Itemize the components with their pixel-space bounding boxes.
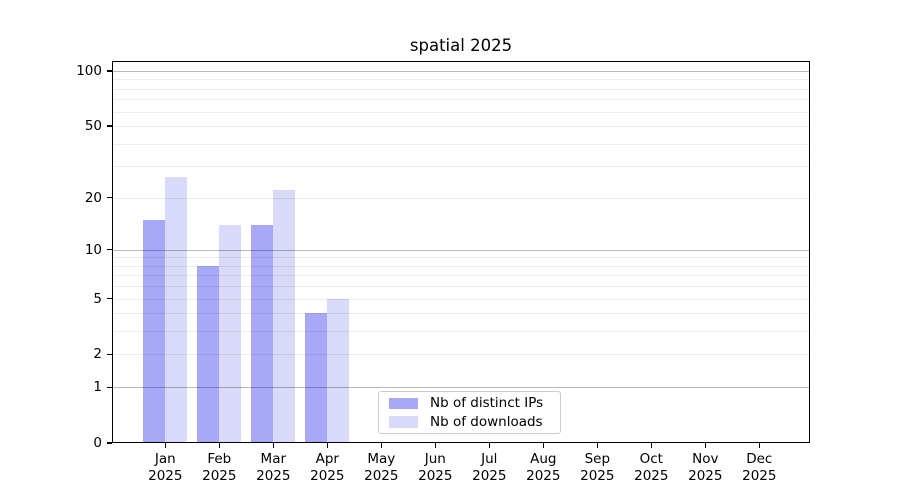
- minor-gridline-7: [112, 275, 810, 277]
- minor-gridline-50: [112, 126, 810, 128]
- y-axis-spine: [112, 61, 114, 443]
- x-tick-mark-nov: [704, 443, 706, 448]
- minor-gridline-30: [112, 166, 810, 168]
- bar-ips-feb: [197, 265, 220, 443]
- y-tick-mark-1: [107, 386, 112, 388]
- bar-ips-jan: [143, 219, 166, 443]
- plot-area: [112, 61, 810, 443]
- y-tick-label-1: 1: [93, 379, 102, 396]
- x-axis-spine: [112, 441, 810, 443]
- x-tick-label-jan: Jan 2025: [148, 451, 183, 485]
- y-tick-mark-50: [107, 125, 112, 127]
- x-tick-label-may: May 2025: [364, 451, 399, 485]
- x-tick-mark-mar: [272, 443, 274, 448]
- minor-gridline-70: [112, 99, 810, 101]
- x-tick-mark-sep: [596, 443, 598, 448]
- axes-spines: [112, 61, 810, 443]
- x-tick-mark-feb: [218, 443, 220, 448]
- x-tick-label-jun: Jun 2025: [418, 451, 453, 485]
- x-tick-label-nov: Nov 2025: [688, 451, 723, 485]
- right-spine: [808, 61, 810, 443]
- y-tick-label-2: 2: [93, 346, 102, 363]
- major-gridline-1: [112, 387, 810, 389]
- minor-gridline-2: [112, 354, 810, 356]
- grid-layer: [112, 61, 810, 443]
- y-tick-mark-100: [107, 70, 112, 72]
- y-tick-label-0: 0: [93, 435, 102, 451]
- y-tick-mark-10: [107, 249, 112, 251]
- x-tick-mark-jan: [164, 443, 166, 448]
- x-tick-mark-jul: [488, 443, 490, 448]
- minor-gridline-90: [112, 79, 810, 81]
- x-tick-mark-may: [380, 443, 382, 448]
- x-tick-label-dec: Dec 2025: [742, 451, 777, 485]
- chart-title: spatial 2025: [409, 36, 513, 55]
- legend-item-downloads: Nb of downloads: [387, 413, 552, 432]
- x-tick-label-apr: Apr 2025: [310, 451, 345, 485]
- y-tick-mark-20: [107, 196, 112, 199]
- legend-item-distinct-ips: Nb of distinct IPs: [387, 394, 552, 413]
- x-tick-label-mar: Mar 2025: [256, 451, 291, 485]
- y-tick-label-50: 50: [84, 118, 102, 135]
- y-tick-mark-5: [107, 297, 112, 300]
- bar-downloads-mar: [273, 190, 296, 443]
- major-gridline-100: [112, 71, 810, 72]
- minor-gridline-6: [112, 286, 810, 288]
- x-tick-mark-aug: [542, 443, 544, 448]
- y-tick-label-5: 5: [93, 290, 102, 307]
- x-tick-label-sep: Sep 2025: [580, 451, 615, 485]
- bar-downloads-jan: [165, 177, 188, 443]
- legend-label: Nb of downloads: [430, 413, 543, 430]
- minor-gridline-8: [112, 265, 810, 267]
- bars-layer: [112, 61, 810, 443]
- minor-gridline-20: [112, 197, 810, 199]
- x-tick-label-jul: Jul 2025: [472, 451, 507, 485]
- x-tick-label-feb: Feb 2025: [202, 451, 237, 485]
- bar-ips-apr: [305, 313, 328, 443]
- legend-swatch-downloads: [389, 416, 418, 428]
- x-tick-label-oct: Oct 2025: [634, 451, 669, 485]
- legend-swatch-distinct-ips: [389, 397, 418, 409]
- y-tick-mark-2: [107, 353, 112, 356]
- y-tick-label-100: 100: [76, 63, 102, 79]
- x-tick-mark-dec: [758, 443, 760, 448]
- bar-downloads-feb: [219, 224, 242, 443]
- minor-gridline-80: [112, 88, 810, 90]
- major-gridline-10: [112, 249, 810, 251]
- x-tick-label-aug: Aug 2025: [526, 451, 561, 485]
- minor-gridline-9: [112, 257, 810, 259]
- x-tick-mark-apr: [326, 443, 328, 448]
- minor-gridline-3: [112, 331, 810, 333]
- minor-gridline-4: [112, 313, 810, 315]
- bar-ips-mar: [251, 224, 274, 443]
- y-tick-mark-0: [107, 442, 112, 444]
- y-tick-label-10: 10: [84, 241, 102, 258]
- x-tick-mark-oct: [650, 443, 652, 448]
- y-tick-label-20: 20: [84, 189, 102, 206]
- minor-gridline-5: [112, 298, 810, 300]
- x-tick-mark-jun: [434, 443, 436, 448]
- minor-gridline-60: [112, 111, 810, 113]
- top-spine: [112, 61, 810, 63]
- legend-label: Nb of distinct IPs: [430, 395, 544, 412]
- minor-gridline-40: [112, 143, 810, 145]
- bar-downloads-apr: [327, 298, 350, 443]
- legend: Nb of distinct IPs Nb of downloads: [378, 391, 561, 434]
